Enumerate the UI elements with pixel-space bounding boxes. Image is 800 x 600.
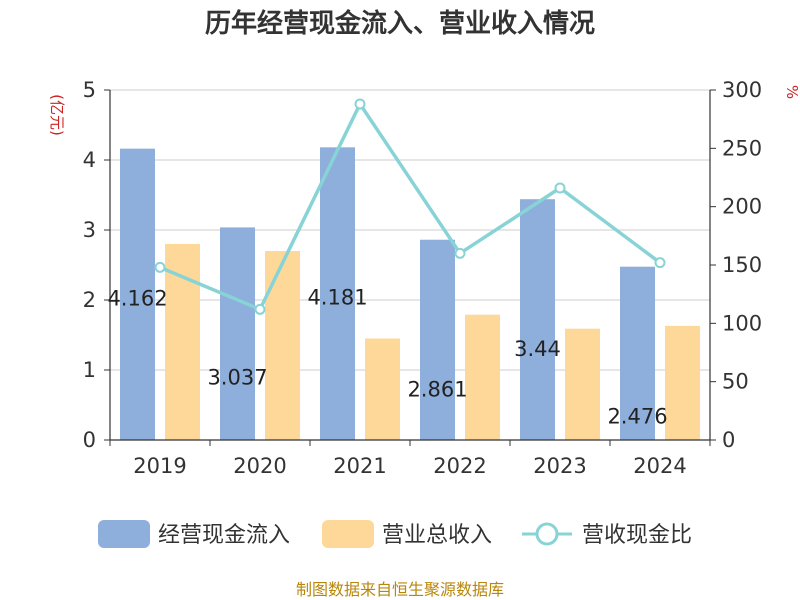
bar-revenue <box>665 325 700 440</box>
data-label: 4.162 <box>107 287 167 311</box>
data-label: 2.476 <box>607 405 667 429</box>
data-label: 3.037 <box>207 365 267 389</box>
x-tick-label: 2020 <box>233 454 286 478</box>
bar-revenue <box>365 338 400 440</box>
legend-label-ratio: 营收现金比 <box>582 523 692 548</box>
bar-cash-inflow <box>620 266 655 440</box>
y-left-tick-label: 1 <box>83 358 96 382</box>
bar-cash-inflow <box>120 148 155 440</box>
y-right-tick-label: 0 <box>722 428 735 452</box>
ratio-point <box>554 182 566 194</box>
legend-label-cash-inflow: 经营现金流入 <box>158 523 290 548</box>
legend-swatch-revenue <box>322 520 374 548</box>
bar-revenue <box>265 251 300 440</box>
data-labels: 4.162 3.037 4.181 2.861 3.44 2.476 <box>107 285 667 428</box>
legend-swatch-cash-inflow <box>98 520 150 548</box>
bar-cash-inflow <box>520 199 555 440</box>
ratio-point <box>454 247 466 259</box>
y-left-tick-label: 3 <box>83 218 96 242</box>
bar-revenue <box>465 314 500 440</box>
y-left-tick-label: 5 <box>83 78 96 102</box>
ratio-point <box>154 261 166 273</box>
x-tick-label: 2022 <box>433 454 486 478</box>
legend-label-revenue: 营业总收入 <box>382 523 492 548</box>
bars <box>120 147 700 440</box>
data-label: 3.44 <box>514 337 561 361</box>
ratio-line <box>154 98 666 315</box>
y-right-tick-label: 250 <box>722 136 762 160</box>
y-left-tick-label: 2 <box>83 288 96 312</box>
x-tick-label: 2024 <box>633 454 686 478</box>
y-right-axis-label: % <box>783 85 800 99</box>
bar-cash-inflow <box>220 227 255 440</box>
ratio-point <box>354 98 366 110</box>
data-label: 2.861 <box>407 378 467 402</box>
bar-cash-inflow <box>420 239 455 440</box>
source-footer: 制图数据来自恒生聚源数据库 <box>296 580 504 599</box>
legend-marker-ratio <box>535 522 559 546</box>
y-left-axis-label: (亿元) <box>48 94 66 136</box>
y-right-tick-label: 100 <box>722 311 762 335</box>
y-right-tick-label: 150 <box>722 253 762 277</box>
bar-revenue <box>565 328 600 440</box>
x-tick-label: 2023 <box>533 454 586 478</box>
ratio-line-path <box>159 102 662 312</box>
y-left-tick-label: 4 <box>83 148 96 172</box>
grid-lines <box>110 89 710 371</box>
data-label: 4.181 <box>307 285 367 309</box>
bar-cash-inflow <box>320 147 355 440</box>
chart-title: 历年经营现金流入、营业收入情况 <box>205 8 595 39</box>
y-right-tick-label: 300 <box>722 78 762 102</box>
y-left-tick-label: 0 <box>83 428 96 452</box>
y-right-tick-label: 50 <box>722 370 749 394</box>
x-tick-label: 2021 <box>333 454 386 478</box>
ratio-point <box>254 303 266 315</box>
y-right-tick-label: 200 <box>722 195 762 219</box>
x-tick-label: 2019 <box>133 454 186 478</box>
ratio-point <box>654 257 666 269</box>
legend: 经营现金流入 营业总收入 营收现金比 <box>98 520 692 548</box>
